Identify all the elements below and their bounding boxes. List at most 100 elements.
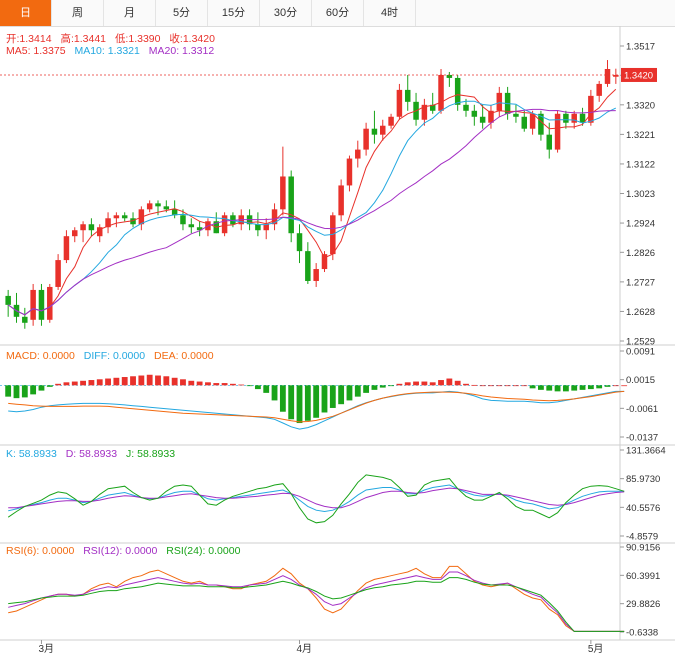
x-tick-label: 5月	[588, 643, 604, 655]
macd-bar	[621, 385, 628, 387]
y-tick-label: -0.0137	[626, 433, 658, 444]
macd-bar	[138, 375, 145, 386]
diff-value: DIFF: 0.0000	[83, 350, 146, 362]
candle-body	[504, 92, 511, 114]
candle-body	[521, 116, 528, 129]
macd-bar	[612, 385, 619, 387]
tab-15min[interactable]: 15分	[208, 0, 260, 26]
ohlc-legend: 开:1.3414 高:1.3441 低:1.3390 收:1.3420	[6, 31, 221, 46]
macd-bar	[130, 376, 136, 386]
candle-body	[205, 221, 211, 231]
kdj-j-line	[7, 474, 625, 524]
high-value: 高:1.3441	[60, 33, 107, 45]
candle-body	[538, 113, 544, 135]
tab-4hour[interactable]: 4时	[364, 0, 416, 26]
candle-body	[288, 176, 294, 234]
tab-day[interactable]: 日	[0, 0, 52, 26]
ma10-line	[7, 100, 617, 316]
candle-body	[421, 104, 428, 120]
macd-bar	[155, 375, 161, 386]
candle-body	[554, 113, 561, 150]
macd-bar	[196, 381, 203, 386]
y-tick-label: 1.3320	[626, 100, 655, 111]
rsi-legend: RSI(6): 0.0000 RSI(12): 0.0000 RSI(24): …	[6, 545, 246, 557]
macd-bar	[604, 385, 611, 387]
candle-body	[613, 74, 619, 77]
tab-30min[interactable]: 30分	[260, 0, 312, 26]
candle-body	[330, 215, 336, 255]
candle-body	[588, 95, 594, 123]
diff-line	[8, 390, 625, 430]
macd-bar	[88, 380, 95, 386]
candle-body	[604, 68, 611, 84]
candle-body	[47, 286, 53, 320]
candle-body	[246, 215, 253, 225]
close-value: 收:1.3420	[169, 33, 215, 45]
macd-bar	[513, 385, 519, 387]
macd-bar	[529, 385, 536, 389]
kdj-legend: K: 58.8933 D: 58.8933 J: 58.8933	[6, 448, 181, 460]
y-tick-label: 1.3122	[626, 159, 655, 170]
y-tick-label: 1.2826	[626, 248, 655, 259]
candle-body	[346, 158, 353, 186]
tab-month[interactable]: 月	[104, 0, 156, 26]
candle-body	[296, 233, 303, 252]
candle-body	[72, 230, 78, 237]
kdj-k-line	[8, 484, 625, 513]
candle-body	[138, 209, 145, 225]
candle-body	[146, 203, 153, 210]
period-tabs: 日 周 月 5分 15分 30分 60分 4时	[0, 0, 675, 27]
candle-body	[213, 221, 220, 234]
ma5-value: MA5: 1.3375	[6, 45, 66, 57]
last-price-badge	[621, 67, 657, 82]
candle-body	[579, 113, 586, 123]
candle-body	[479, 116, 486, 123]
macd-bar	[571, 385, 578, 391]
candle-body	[404, 89, 411, 102]
candle-body	[238, 215, 244, 225]
y-tick-label: 0.0015	[626, 375, 655, 386]
rsi-line-1	[8, 565, 625, 632]
candle-body	[180, 215, 186, 225]
macd-bar	[21, 385, 28, 398]
y-tick-label: 1.3023	[626, 189, 655, 200]
ma20-line	[7, 108, 616, 316]
candle-body	[429, 104, 436, 111]
macd-bar	[221, 383, 228, 386]
candle-body	[30, 289, 36, 320]
candle-body	[388, 116, 394, 126]
candle-body	[155, 203, 161, 207]
y-tick-label: 60.3991	[626, 571, 660, 582]
macd-bar	[146, 374, 153, 386]
candle-body	[96, 227, 103, 237]
last-price-label: 1.3420	[624, 70, 653, 81]
macd-bar	[554, 385, 561, 392]
macd-bar	[263, 385, 270, 393]
y-tick-label: 85.9730	[626, 474, 660, 485]
candle-body	[188, 224, 195, 228]
macd-bar	[238, 384, 245, 386]
candle-body	[529, 113, 536, 129]
candle-body	[355, 149, 361, 159]
macd-bar	[171, 377, 178, 386]
candle-body	[221, 215, 228, 234]
candle-body	[121, 215, 128, 219]
macd-bar	[329, 385, 336, 408]
candle-body	[280, 176, 286, 210]
y-tick-label: 1.3517	[626, 42, 655, 53]
macd-bar	[271, 385, 278, 401]
candle-body	[396, 89, 403, 117]
macd-bar	[496, 385, 503, 387]
macd-bar	[288, 385, 295, 420]
open-value: 开:1.3414	[6, 33, 52, 45]
x-tick-label: 4月	[297, 643, 313, 655]
candle-body	[171, 209, 178, 216]
tab-5min[interactable]: 5分	[156, 0, 208, 26]
tab-week[interactable]: 周	[52, 0, 104, 26]
rsi24-value: RSI(24): 0.0000	[166, 545, 241, 557]
tab-60min[interactable]: 60分	[312, 0, 364, 26]
macd-bar	[421, 381, 428, 386]
y-tick-label: 1.2924	[626, 219, 655, 230]
macd-bar	[55, 383, 62, 386]
